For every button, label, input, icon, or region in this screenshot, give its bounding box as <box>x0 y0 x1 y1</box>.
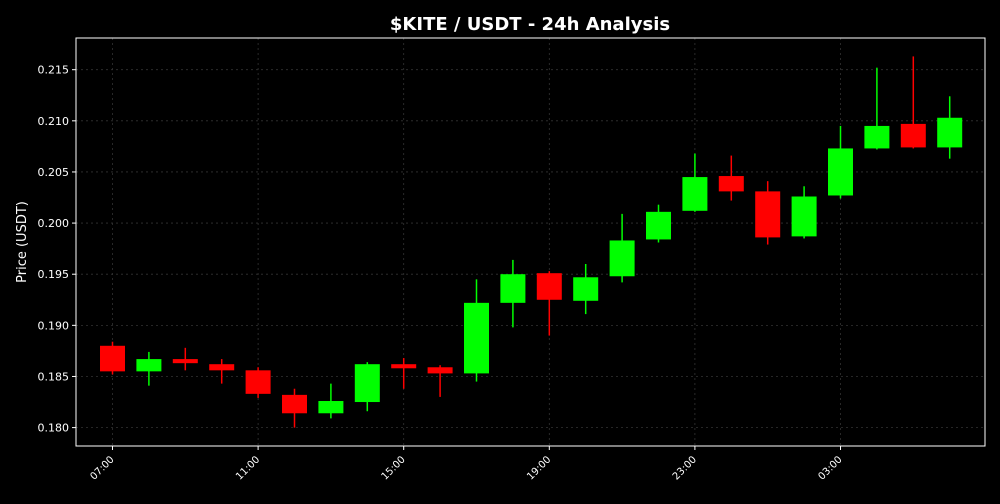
candle-body-down <box>755 191 781 238</box>
candle-body-up <box>609 240 635 277</box>
candle <box>937 96 963 159</box>
candle <box>646 204 671 243</box>
candle-body-up <box>573 277 599 301</box>
candle-body-up <box>354 364 380 403</box>
candle-body-up <box>136 359 162 372</box>
y-tick-label: 0.190 <box>38 319 70 332</box>
candle-body-down <box>100 345 125 372</box>
candle-body-up <box>828 148 853 196</box>
candle-layer <box>100 56 963 428</box>
candle <box>573 263 599 315</box>
candle-body-up <box>937 117 963 148</box>
candle <box>718 155 744 201</box>
candle <box>864 67 890 150</box>
candle <box>500 259 526 328</box>
candle <box>682 153 708 212</box>
candle-body-down <box>245 370 271 394</box>
candle <box>245 367 271 398</box>
candle <box>427 365 453 397</box>
candle-body-down <box>900 123 926 148</box>
candle-body-up <box>791 196 817 237</box>
candle <box>282 388 307 428</box>
y-tick-label: 0.195 <box>38 268 70 281</box>
candle-body-down <box>209 364 235 371</box>
candle-body-down <box>427 367 453 374</box>
candle <box>318 383 344 419</box>
candle-body-up <box>682 177 708 211</box>
y-tick-label: 0.200 <box>38 217 70 230</box>
y-axis-label: Price (USDT) <box>15 201 30 283</box>
candle <box>354 362 380 412</box>
y-tick-label: 0.210 <box>38 115 70 128</box>
y-tick-label: 0.205 <box>38 166 70 179</box>
candle <box>172 347 198 371</box>
chart-title: $KITE / USDT - 24h Analysis <box>390 14 670 35</box>
candle-body-up <box>646 211 671 240</box>
candle <box>464 279 489 382</box>
candle <box>791 186 817 239</box>
candle <box>536 271 562 336</box>
candle <box>391 358 417 389</box>
candle-body-up <box>500 274 526 303</box>
candle-body-up <box>864 125 890 149</box>
y-tick-label: 0.185 <box>38 370 70 383</box>
plot-frame <box>75 37 986 447</box>
y-tick-label: 0.215 <box>38 64 70 77</box>
candle-body-up <box>464 302 489 374</box>
candle <box>755 181 781 245</box>
candle <box>609 213 635 283</box>
candle-body-down <box>536 273 562 300</box>
candle-body-down <box>718 176 744 192</box>
candle-body-down <box>172 359 198 364</box>
candle <box>900 56 926 149</box>
candle <box>828 125 853 199</box>
candle <box>136 351 162 386</box>
candle-body-down <box>391 364 417 369</box>
y-tick-label: 0.180 <box>38 422 70 435</box>
candle <box>100 341 125 375</box>
candle <box>209 359 235 384</box>
candle-body-down <box>282 394 307 414</box>
candle-body-up <box>318 401 344 414</box>
